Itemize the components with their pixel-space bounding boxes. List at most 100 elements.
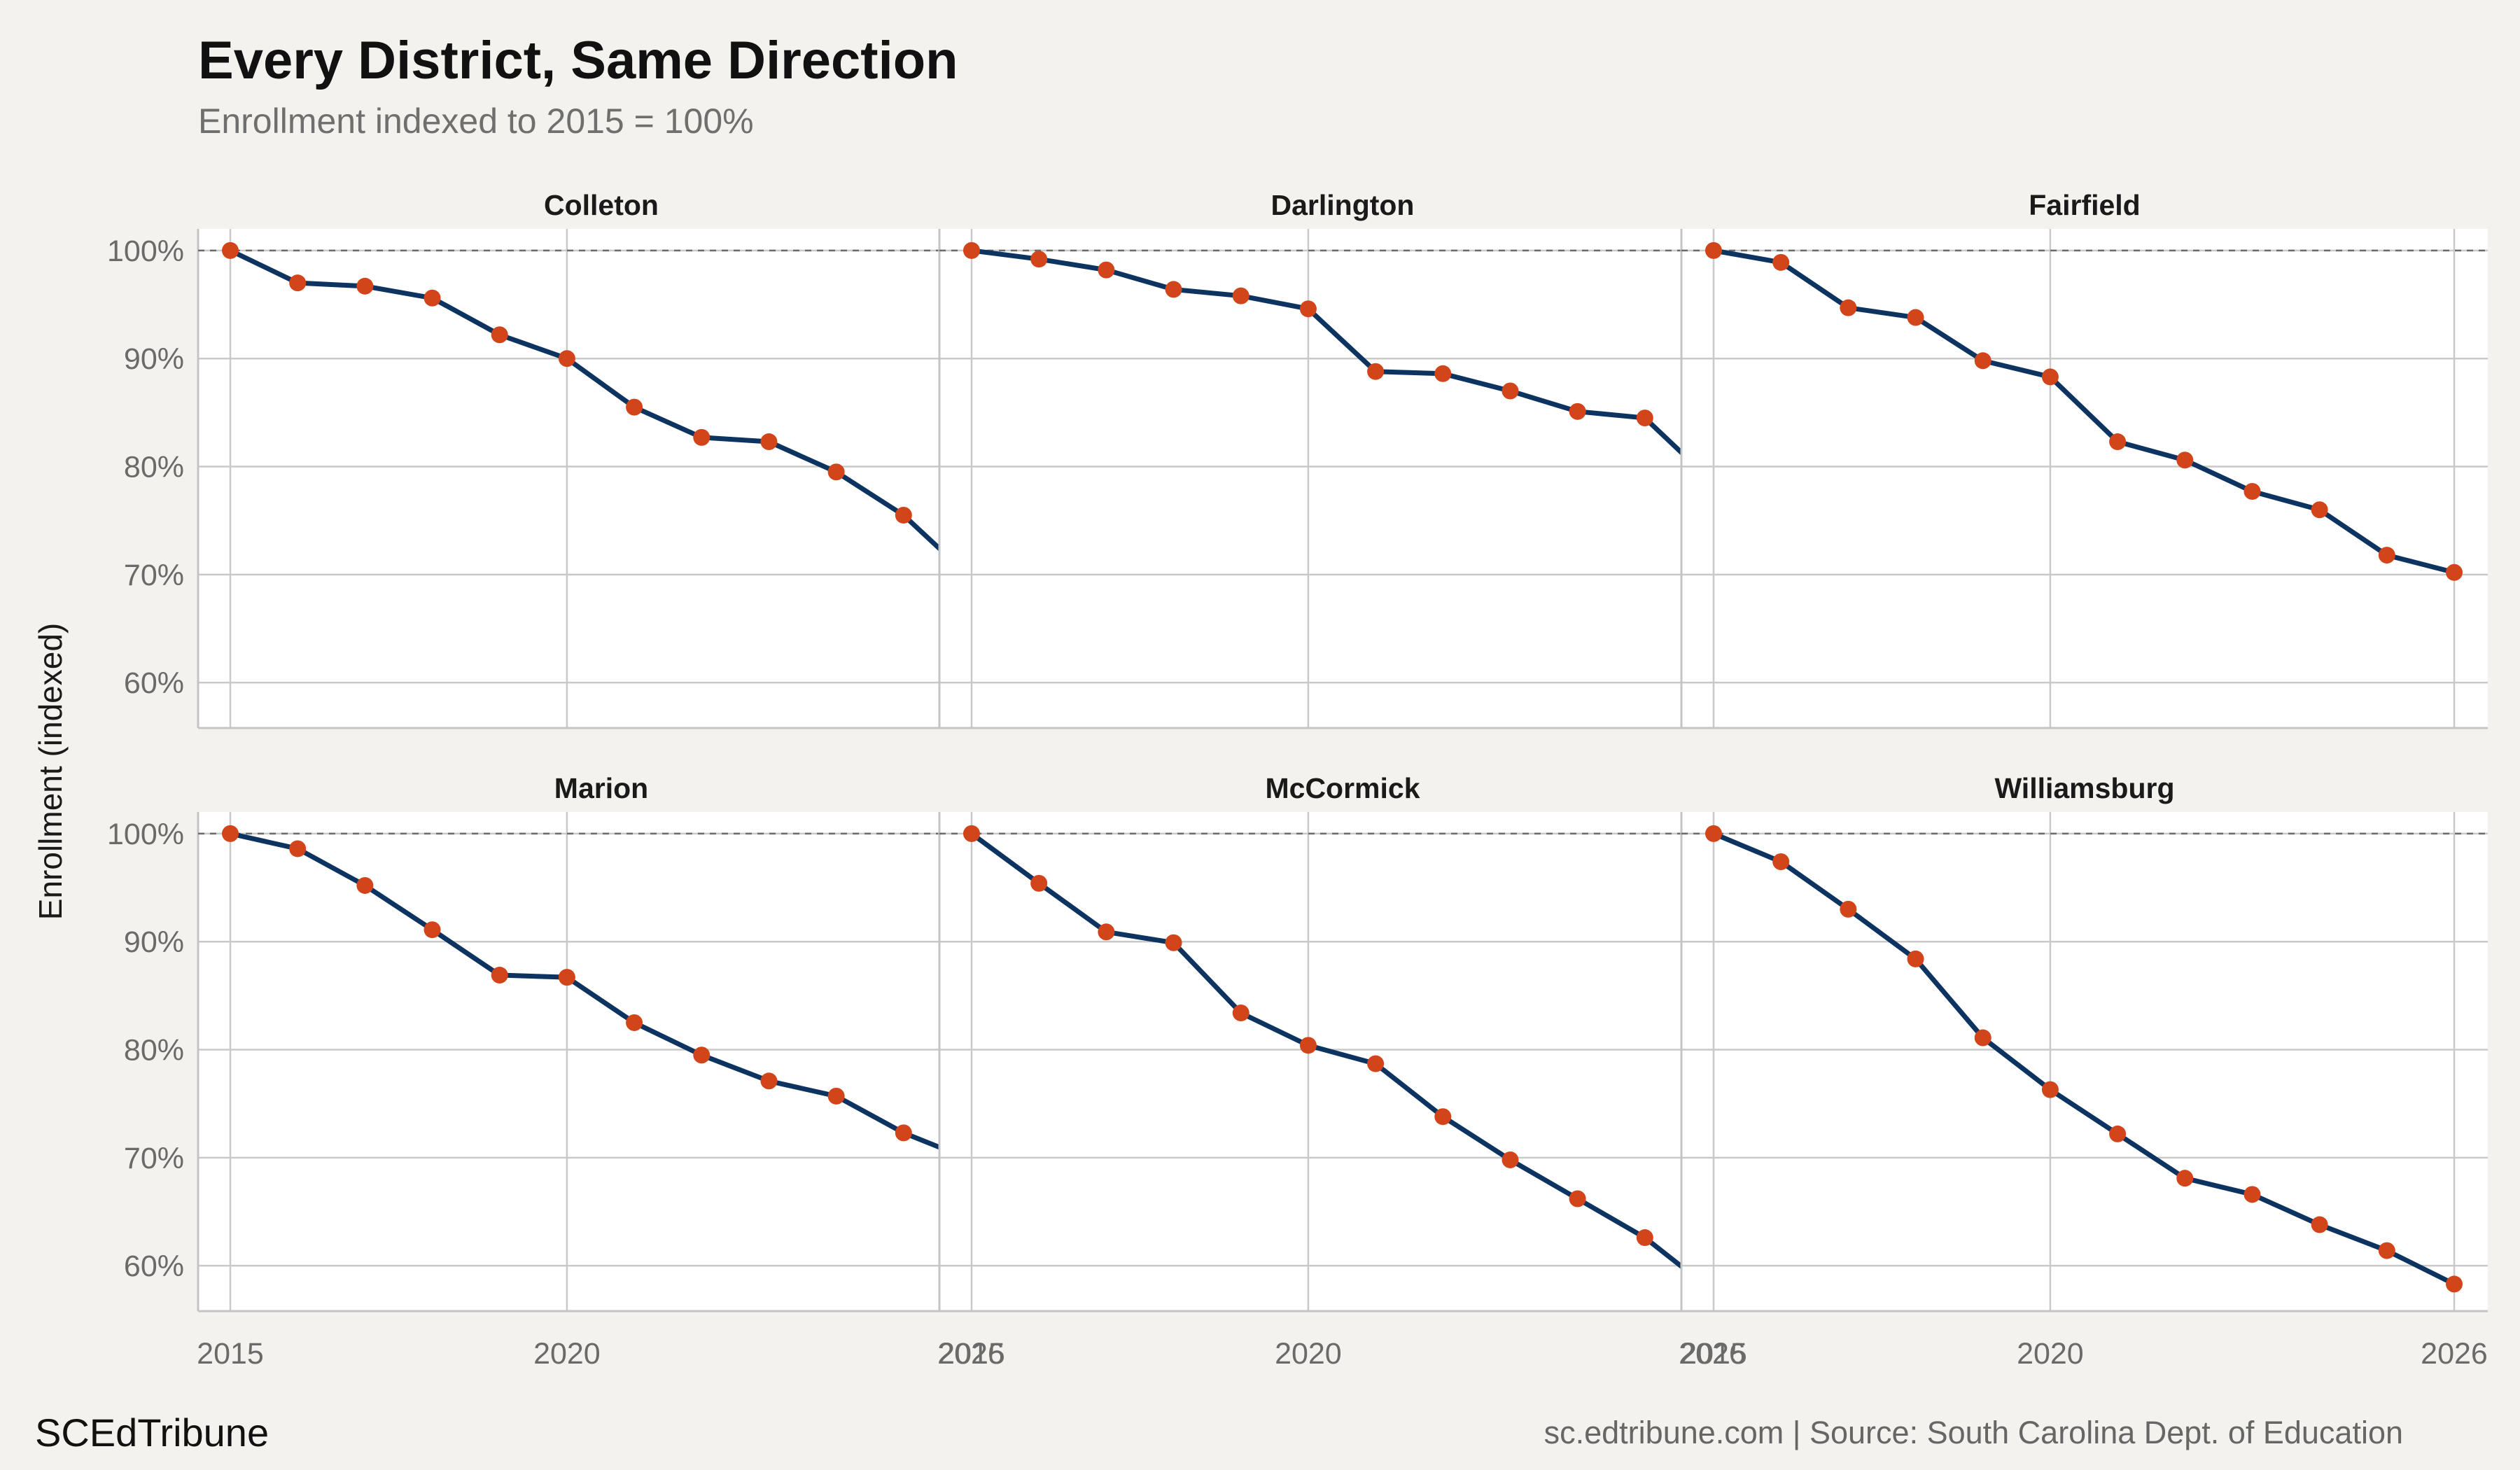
data-point xyxy=(558,350,575,368)
data-point xyxy=(2311,1216,2328,1233)
series-line xyxy=(227,248,974,580)
data-point xyxy=(626,1014,643,1031)
x-tick-label: 2026 xyxy=(1679,1337,1746,1371)
panel-fairfield: Fairfield xyxy=(1680,189,2488,729)
series-line xyxy=(969,248,1715,484)
x-tick-label: 2026 xyxy=(937,1337,1004,1371)
series-line xyxy=(1711,248,2457,575)
data-point xyxy=(1705,241,1722,259)
data-point xyxy=(2311,501,2328,519)
data-point xyxy=(1840,299,1857,316)
panel-williamsburg: Williamsburg 2015 2020 2026 xyxy=(1680,772,2488,1371)
panel-colleton: Colleton 60% 70% 80% 90% 100% xyxy=(107,189,1004,729)
data-point xyxy=(1434,365,1452,382)
data-point xyxy=(1367,1055,1385,1072)
y-tick-label: 60% xyxy=(124,1250,184,1283)
data-point xyxy=(2109,1125,2127,1142)
data-point xyxy=(1636,1229,1653,1247)
data-point xyxy=(693,1046,710,1064)
panels: Colleton 60% 70% 80% 90% 100% Darlington Fairfi… xyxy=(107,189,2488,1371)
data-point xyxy=(1569,402,1586,420)
data-point xyxy=(827,1087,845,1105)
data-point xyxy=(1974,1029,1991,1046)
y-axis-title: Enrollment (indexed) xyxy=(32,623,69,920)
source-caption: sc.edtribune.com | Source: South Carolin… xyxy=(1544,1415,2403,1450)
y-tick-label: 90% xyxy=(124,925,184,959)
chart-subtitle: Enrollment indexed to 2015 = 100% xyxy=(198,102,754,141)
data-point xyxy=(2244,1186,2261,1203)
x-tick-label: 2020 xyxy=(533,1337,601,1371)
x-tick-label: 2015 xyxy=(197,1337,264,1371)
data-point xyxy=(2109,433,2127,451)
data-point xyxy=(1030,251,1048,268)
data-point xyxy=(1840,900,1857,918)
y-tick-label: 60% xyxy=(124,666,184,700)
brand-logo-text: SCEdTribune xyxy=(35,1410,269,1455)
data-point xyxy=(1772,853,1790,870)
data-point xyxy=(1502,1151,1519,1168)
panel-background xyxy=(1681,229,2488,728)
data-point xyxy=(895,1124,912,1142)
data-point xyxy=(2378,1242,2395,1259)
series-line xyxy=(227,831,974,1163)
data-point xyxy=(2378,547,2395,564)
y-tick-label: 100% xyxy=(107,234,184,268)
data-point xyxy=(491,967,508,984)
data-point xyxy=(2041,368,2059,386)
panel-title: Williamsburg xyxy=(1994,772,2174,804)
data-point xyxy=(558,969,575,986)
data-point xyxy=(1165,281,1182,298)
data-point xyxy=(1636,410,1653,427)
data-point xyxy=(895,506,912,524)
chart-title: Every District, Same Direction xyxy=(198,31,958,90)
panel-background xyxy=(198,229,1004,728)
data-point xyxy=(1772,253,1790,271)
data-point xyxy=(1974,352,1991,370)
data-point xyxy=(963,241,980,259)
data-point xyxy=(1907,309,1924,326)
data-point xyxy=(693,428,710,446)
series-line xyxy=(1711,831,2457,1287)
x-tick-label: 2026 xyxy=(2421,1337,2488,1371)
data-point xyxy=(2244,483,2261,500)
panel-title: Darlington xyxy=(1271,189,1415,221)
data-point xyxy=(1030,874,1048,892)
data-point xyxy=(963,825,980,842)
data-point xyxy=(1299,1037,1317,1054)
data-point xyxy=(760,1072,778,1090)
data-point xyxy=(356,277,374,295)
data-point xyxy=(1434,1108,1452,1126)
data-point xyxy=(1367,363,1385,380)
panel-marion: Marion 60% 70% 80% 90% 100% 2015 2020 2026 xyxy=(107,772,1004,1371)
x-tick-label: 2015 xyxy=(1680,1337,1747,1371)
x-tick-label: 2015 xyxy=(938,1337,1005,1371)
panel-title: Fairfield xyxy=(2029,189,2140,221)
data-point xyxy=(827,463,845,481)
panel-title: Colleton xyxy=(544,189,659,221)
y-tick-label: 70% xyxy=(124,1142,184,1175)
data-point xyxy=(1232,1004,1250,1022)
panel-background xyxy=(1681,812,2488,1311)
data-point xyxy=(1299,300,1317,318)
data-point xyxy=(222,825,239,842)
data-point xyxy=(1165,934,1182,951)
data-point xyxy=(289,274,307,292)
data-point xyxy=(2176,451,2194,469)
panel-background xyxy=(939,229,1746,728)
data-point xyxy=(2176,1170,2194,1187)
data-point xyxy=(1232,287,1250,304)
data-point xyxy=(1705,825,1722,842)
data-point xyxy=(2446,1275,2463,1293)
data-point xyxy=(1569,1190,1586,1208)
panel-title: Marion xyxy=(554,772,648,804)
y-tick-label: 90% xyxy=(124,342,184,376)
x-tick-label: 2020 xyxy=(2017,1337,2084,1371)
data-point xyxy=(356,876,374,894)
data-point xyxy=(222,241,239,259)
data-point xyxy=(2041,1081,2059,1098)
panel-background xyxy=(198,812,1004,1311)
series-line xyxy=(969,831,1715,1294)
data-point xyxy=(760,433,778,451)
data-point xyxy=(424,289,441,307)
